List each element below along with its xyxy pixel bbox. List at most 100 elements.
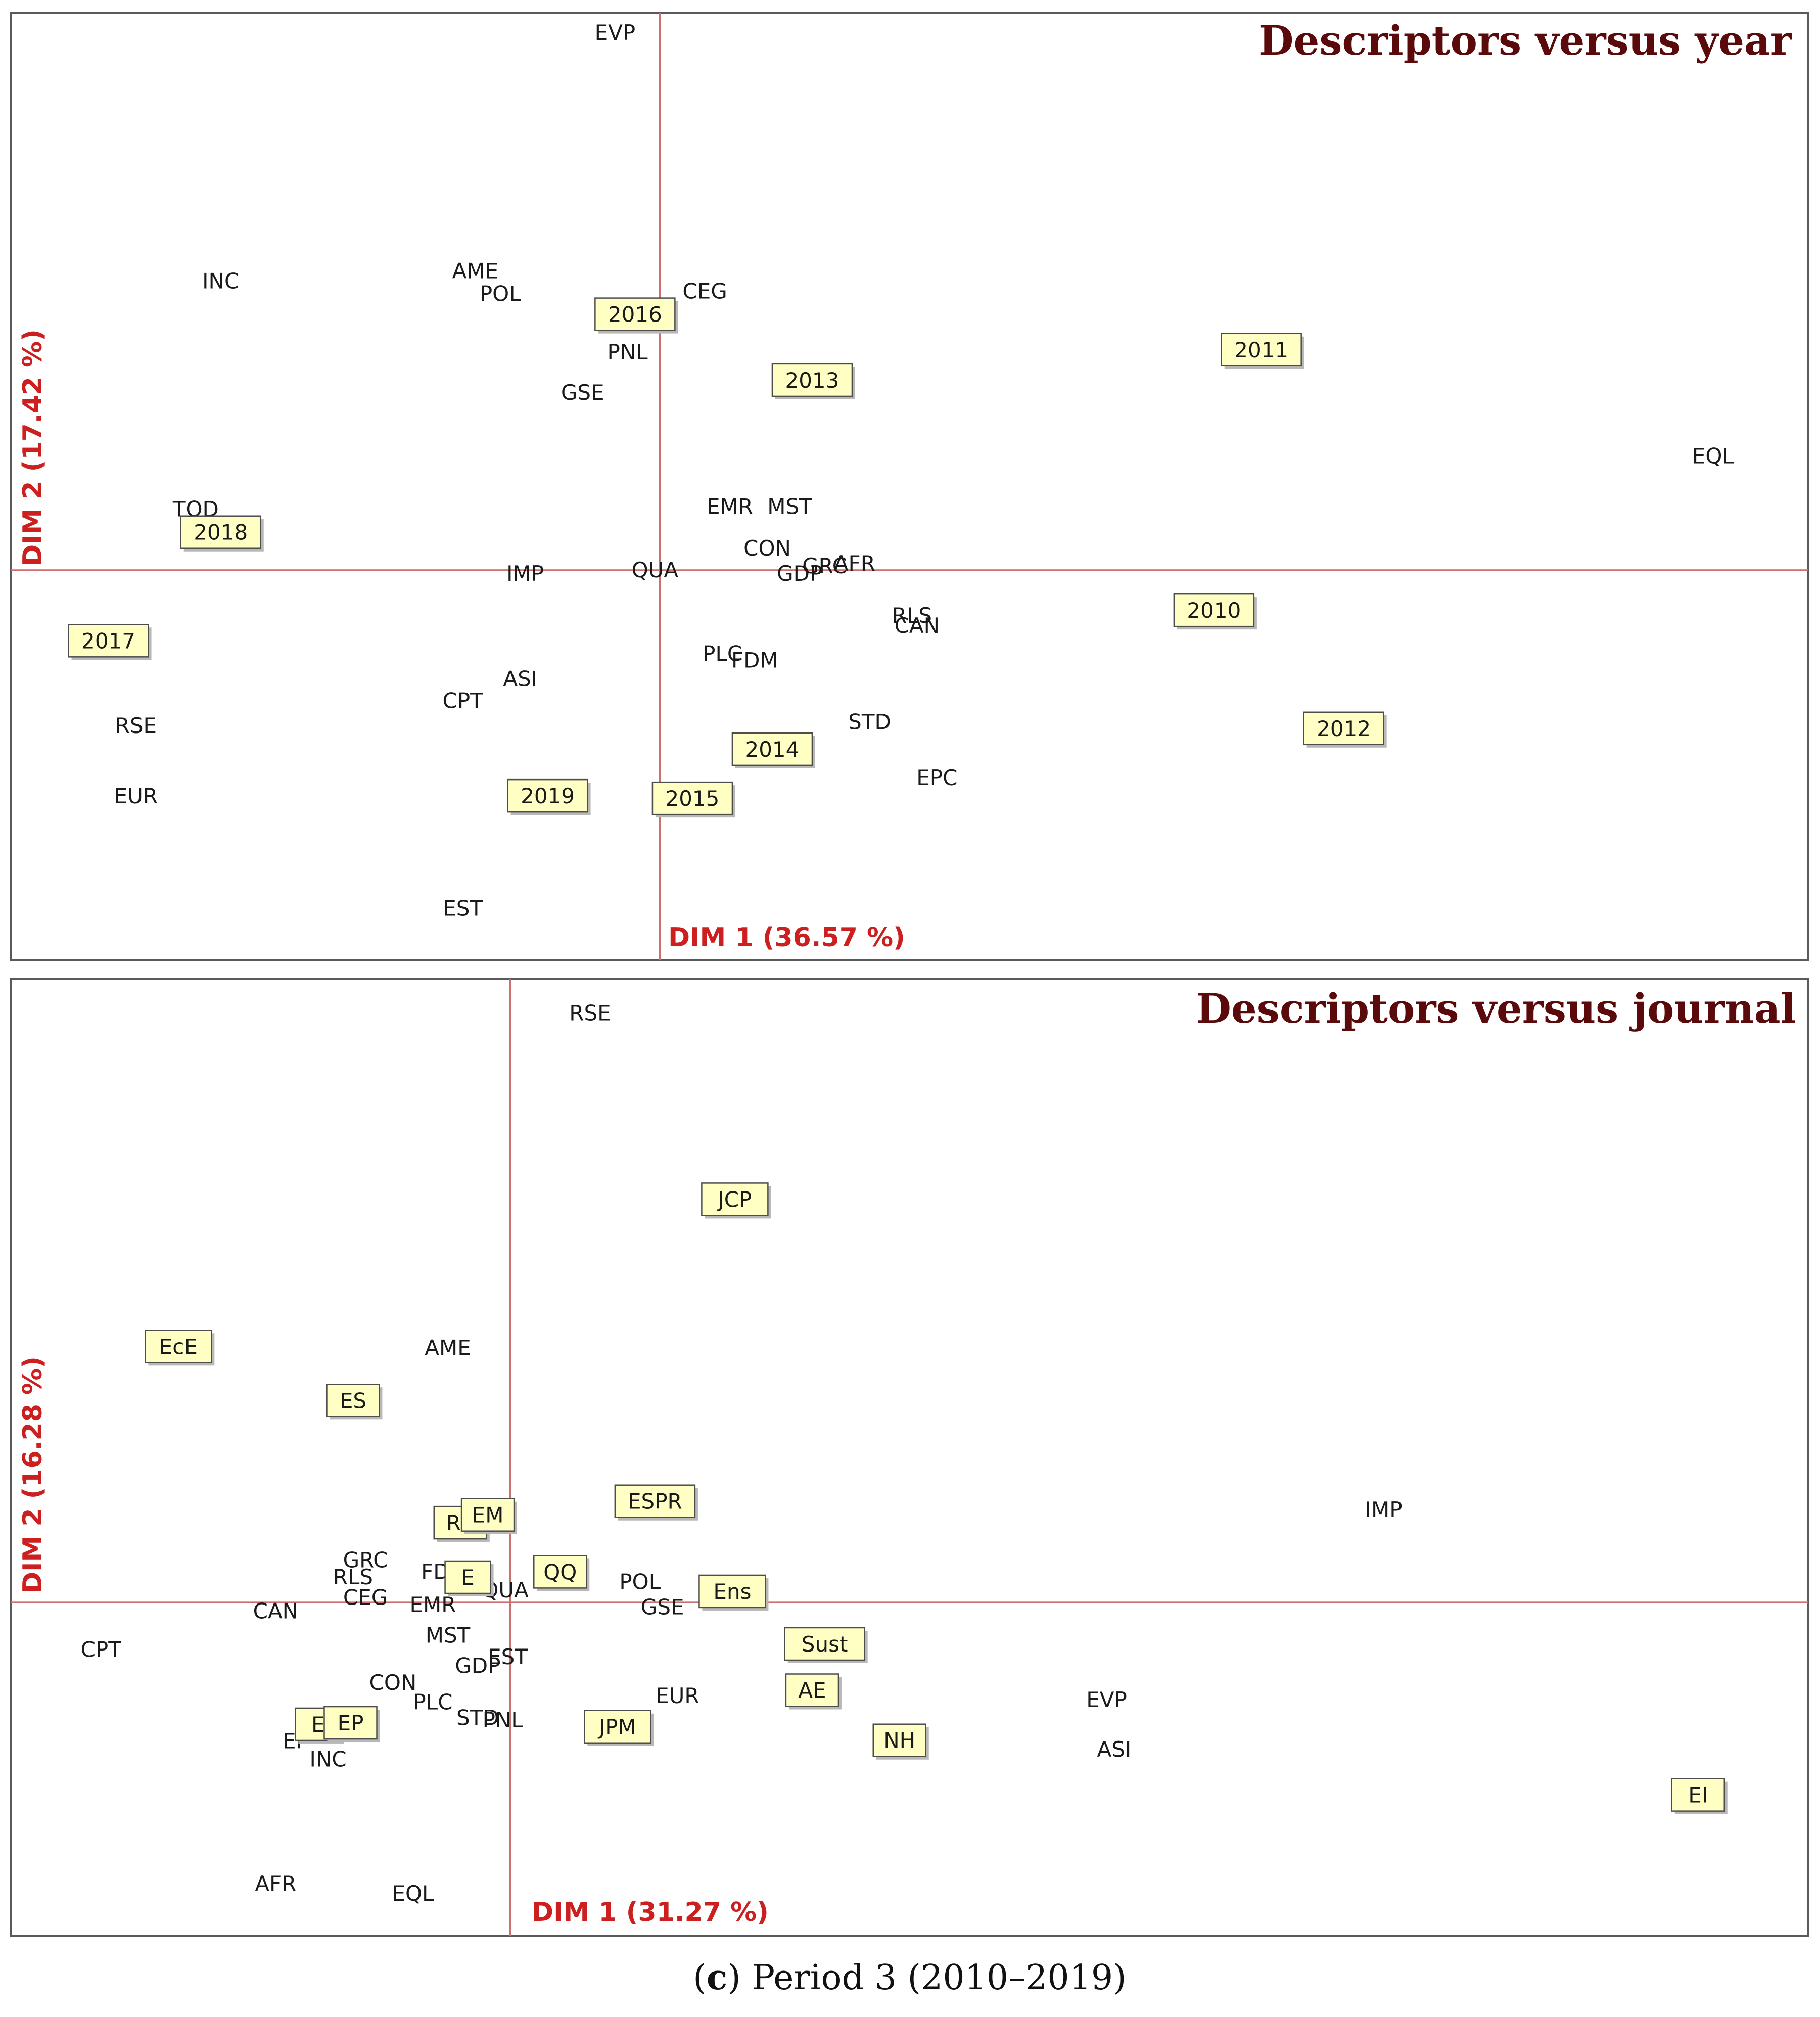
figure-caption: (c) Period 3 (2010–2019) [693, 1957, 1126, 1998]
year-box-2013: 2013 [771, 363, 855, 399]
descriptor-label-ame: AME [452, 258, 499, 283]
box-label: 2017 [81, 628, 135, 653]
descriptor-label-plc: PLC [413, 1690, 452, 1715]
box-frame [771, 363, 853, 397]
panel-year-title: Descriptors versus year [1258, 17, 1792, 64]
journal-box-jpm: JPM [584, 1710, 654, 1746]
box-label: 2012 [1317, 716, 1371, 741]
descriptor-label-pnl: PNL [483, 1708, 524, 1732]
panel-journal-y-axis-label: DIM 2 (16.28 %) [18, 1356, 48, 1593]
box-frame [68, 624, 149, 658]
descriptor-label-plc: PLC [703, 641, 742, 666]
descriptor-label-can: CAN [895, 613, 940, 638]
box-frame [594, 297, 676, 331]
caption-suffix: ) Period 3 (2010–2019) [727, 1958, 1126, 1998]
descriptor-label-mst: MST [426, 1623, 471, 1648]
box-label: ESPR [628, 1489, 682, 1514]
descriptor-label-grc: GRC [802, 554, 847, 578]
year-box-2012: 2012 [1303, 711, 1387, 748]
descriptor-label-asi: ASI [503, 667, 537, 692]
journal-box-sust: Sust [784, 1627, 868, 1663]
descriptor-label-rse: RSE [569, 1000, 611, 1025]
descriptor-label-rls: RLS [333, 1565, 373, 1589]
panel-year-frame [10, 12, 1809, 961]
box-frame [1173, 593, 1255, 627]
descriptor-label-can: CAN [253, 1598, 298, 1623]
descriptor-label-eur: EUR [656, 1683, 699, 1708]
descriptor-label-gdp: GDP [777, 561, 822, 586]
box-label: EM [472, 1503, 504, 1528]
box-label: Sust [802, 1632, 848, 1657]
descriptor-label-afr: AFR [255, 1871, 296, 1896]
journal-box-espr: ESPR [614, 1484, 698, 1521]
descriptor-label-con: CON [743, 536, 791, 561]
journal-box-jcp: JCP [701, 1182, 771, 1219]
panel-year-y-axis-label: DIM 2 (17.42 %) [18, 329, 48, 566]
descriptor-label-est: EST [443, 896, 483, 921]
descriptor-label-emr: EMR [707, 494, 753, 519]
box-frame [731, 732, 813, 766]
journal-box-ae: AE [785, 1673, 842, 1710]
year-box-2019: 2019 [507, 778, 591, 815]
panel-journal-title: Descriptors versus journal [1196, 985, 1796, 1032]
descriptor-label-est: EST [488, 1644, 528, 1669]
box-label: 2016 [608, 302, 662, 327]
box-frame [584, 1710, 651, 1744]
descriptor-label-rse: RSE [115, 713, 157, 738]
box-label: 2019 [521, 784, 575, 808]
box-frame [698, 1574, 766, 1609]
descriptor-label-imp: IMP [1365, 1497, 1403, 1522]
caption-letter: c [707, 1957, 727, 1998]
descriptor-label-eql: EQL [1692, 443, 1735, 468]
journal-box-es: ES [326, 1384, 383, 1420]
box-frame [145, 1330, 212, 1363]
box-label: Ens [713, 1579, 751, 1604]
descriptor-label-emr: EMR [409, 1592, 456, 1617]
box-label: JPM [597, 1715, 636, 1739]
box-frame [460, 1498, 515, 1532]
box-frame [444, 1560, 491, 1594]
box-frame [180, 515, 261, 549]
descriptor-label-con: CON [369, 1670, 417, 1695]
box-label: 2011 [1234, 338, 1288, 362]
box-label: 2014 [745, 737, 799, 762]
descriptor-label-fdm: FDM [731, 648, 778, 672]
journal-box-ei: EI [1671, 1778, 1728, 1814]
year-box-2011: 2011 [1221, 333, 1304, 369]
descriptor-label-grc: GRC [343, 1547, 388, 1572]
descriptor-label-asi: ASI [1097, 1737, 1131, 1762]
box-label: E [461, 1565, 475, 1590]
descriptor-label-gse: GSE [561, 380, 604, 405]
descriptor-label-std: STD [848, 710, 891, 735]
box-label: 2010 [1187, 598, 1241, 623]
box-label: EP [338, 1711, 364, 1735]
descriptor-label-mst: MST [767, 494, 812, 519]
descriptor-label-afr: AFR [834, 551, 875, 576]
year-box-2017: 2017 [68, 624, 152, 660]
panel-journal-frame [10, 978, 1809, 1937]
descriptor-label-cpt: CPT [81, 1637, 122, 1662]
descriptor-label-rls: RLS [892, 603, 932, 628]
year-box-2015: 2015 [651, 781, 735, 818]
box-frame [533, 1555, 587, 1589]
descriptor-label-ame: AME [425, 1335, 471, 1360]
descriptor-label-std: STD [456, 1705, 499, 1730]
journal-box-ep: EP [323, 1706, 380, 1743]
box-label: EI [1688, 1783, 1708, 1808]
descriptor-label-ceg: CEG [343, 1585, 388, 1610]
box-frame [1221, 333, 1302, 367]
box-label: 2013 [785, 368, 839, 393]
descriptor-label-eql: EQL [392, 1881, 434, 1906]
year-box-2010: 2010 [1173, 593, 1257, 630]
journal-box-em: EM [460, 1498, 518, 1534]
descriptor-label-gdp: GDP [455, 1653, 500, 1678]
box-label: QQ [543, 1560, 577, 1584]
box-label: 2018 [194, 520, 248, 545]
descriptor-label-cpt: CPT [443, 689, 484, 713]
descriptor-label-evp: EVP [1086, 1687, 1127, 1712]
box-frame [784, 1627, 865, 1661]
journal-box-ece: EcE [145, 1330, 215, 1366]
